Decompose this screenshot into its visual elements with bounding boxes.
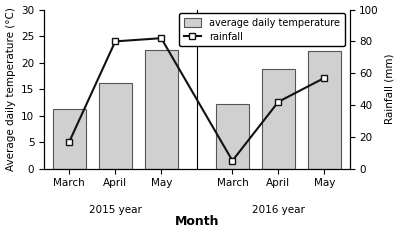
Bar [53,109,86,169]
Y-axis label: Average daily temperature (°C): Average daily temperature (°C) [6,7,16,171]
Bar [262,69,295,169]
Text: 2015 year: 2015 year [89,205,142,215]
Legend: average daily temperature, rainfall: average daily temperature, rainfall [179,13,345,46]
Bar [216,104,249,169]
Bar [145,50,178,169]
Text: 2016 year: 2016 year [252,205,305,215]
Bar [308,51,341,169]
X-axis label: Month: Month [174,216,219,228]
Bar [99,83,132,169]
Y-axis label: Rainfall (mm): Rainfall (mm) [384,54,394,124]
